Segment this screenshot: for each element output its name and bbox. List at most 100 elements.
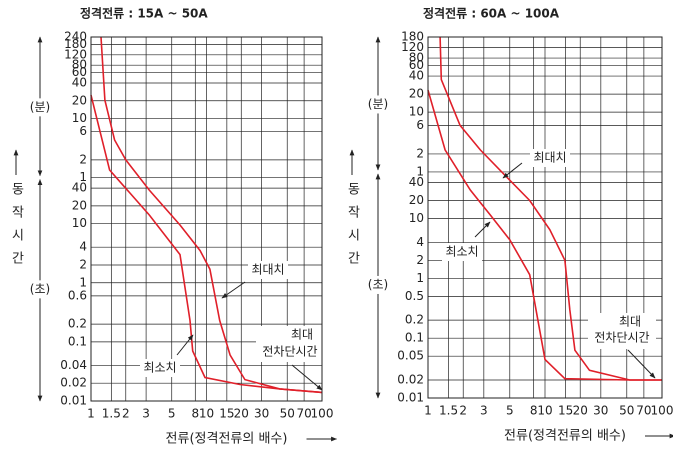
x-tick-label: 1	[87, 407, 95, 421]
y-tick-label: 40	[72, 181, 87, 195]
y-tick-label: 1	[79, 275, 87, 289]
y-tick-label: 0.05	[397, 349, 424, 363]
x-tick-label: 2	[122, 407, 130, 421]
y-unit-label: (분)	[368, 97, 388, 111]
bracket-gap	[366, 95, 390, 114]
y-tick-label: 0.1	[405, 331, 424, 345]
series-label: 최소치	[143, 361, 176, 375]
x-tick-label: 1	[424, 404, 432, 418]
x-tick-label: 1.5	[439, 404, 458, 418]
x-tick-label: 15	[558, 404, 573, 418]
x-tick-label: 5	[506, 404, 514, 418]
y-tick-label: 0.01	[397, 391, 424, 405]
label-bg	[256, 326, 324, 362]
y-tick-label: 60	[72, 65, 87, 79]
y-tick-label: 120	[401, 40, 424, 54]
y-tick-label: 0.02	[397, 372, 424, 386]
y-tick-label: 2	[79, 152, 87, 166]
annotation: 전차단시간	[594, 331, 649, 345]
y-tick-label: 1	[416, 271, 424, 285]
y-tick-label: 4	[79, 240, 87, 254]
series-label: 최대치	[533, 151, 566, 165]
y-tick-label: 10	[72, 111, 87, 125]
y-unit-label: (초)	[30, 282, 50, 296]
x-tick-label: 70	[636, 404, 651, 418]
y-tick-label: 120	[64, 47, 87, 61]
series-label: 최소치	[445, 245, 478, 259]
y-axis-label: 동작시간	[9, 182, 24, 274]
series-label: 최대치	[251, 263, 284, 277]
y-tick-label: 80	[409, 51, 424, 65]
x-tick-label: 3	[480, 404, 488, 418]
annotation-arrow	[291, 364, 323, 391]
label-arrow	[176, 334, 194, 356]
label-arrow	[221, 281, 246, 299]
y-unit-label: (분)	[30, 100, 50, 114]
curve	[100, 36, 323, 394]
x-tick-label: 10	[537, 404, 552, 418]
chart-title: 정격전류 : 15A ~ 50A	[80, 6, 208, 21]
annotation-arrow	[627, 349, 656, 379]
x-tick-label: 50	[280, 407, 295, 421]
y-tick-label: 180	[401, 30, 424, 44]
y-tick-label: 40	[72, 75, 87, 89]
y-tick-label: 0.2	[405, 313, 424, 327]
y-tick-label: 0.5	[405, 289, 424, 303]
annotation: 전차단시간	[262, 345, 317, 359]
y-tick-label: 1	[416, 164, 424, 178]
x-tick-label: 8	[191, 407, 199, 421]
y-tick-label: 20	[72, 93, 87, 107]
y-tick-label: 2	[416, 146, 424, 160]
bracket-gap	[28, 98, 52, 117]
y-tick-label: 6	[79, 124, 87, 138]
y-axis-label: 동작시간	[345, 182, 360, 274]
x-tick-label: 20	[573, 404, 588, 418]
y-tick-label: 1	[79, 170, 87, 184]
y-tick-label: 0.02	[60, 376, 87, 390]
x-tick-label: 5	[168, 407, 176, 421]
y-tick-label: 10	[409, 211, 424, 225]
plot-frame	[90, 36, 323, 402]
label-bg	[140, 359, 180, 377]
bracket-gap	[366, 275, 390, 294]
y-tick-label: 0.04	[60, 358, 87, 372]
x-tick-label: 30	[593, 404, 608, 418]
chart-title: 정격전류 : 60A ~ 100A	[423, 6, 560, 21]
x-tick-label: 20	[234, 407, 249, 421]
label-arrow	[474, 221, 491, 238]
label-arrow	[502, 162, 523, 179]
plot-frame	[427, 36, 663, 399]
annotation: 최대	[291, 328, 313, 342]
y-tick-label: 20	[409, 193, 424, 207]
x-tick-label: 1.5	[102, 407, 121, 421]
y-tick-label: 40	[409, 69, 424, 83]
annotation: 최대	[619, 315, 641, 329]
y-unit-label: (초)	[368, 277, 388, 291]
y-tick-label: 6	[416, 118, 424, 132]
x-tick-label: 70	[296, 407, 311, 421]
x-axis-label: 전류(정격전류의 배수)	[166, 432, 288, 447]
x-tick-label: 30	[254, 407, 269, 421]
label-bg	[248, 261, 288, 279]
y-tick-label: 60	[409, 58, 424, 72]
label-bg	[588, 313, 656, 349]
y-tick-label: 20	[409, 87, 424, 101]
x-tick-label: 100	[651, 404, 673, 418]
x-tick-label: 8	[530, 404, 538, 418]
y-tick-label: 0.2	[68, 317, 87, 331]
y-tick-label: 2	[416, 253, 424, 267]
y-tick-label: 0.01	[60, 394, 87, 408]
x-tick-label: 15	[219, 407, 234, 421]
label-bg	[442, 243, 482, 261]
x-tick-label: 3	[142, 407, 150, 421]
curve	[439, 36, 662, 381]
y-tick-label: 180	[64, 37, 87, 51]
curve	[427, 89, 662, 381]
y-tick-label: 2	[79, 257, 87, 271]
y-tick-label: 0.6	[68, 288, 87, 302]
y-tick-label: 0.1	[68, 334, 87, 348]
x-axis-label: 전류(정격전류의 배수)	[504, 429, 626, 444]
y-tick-label: 4	[416, 235, 424, 249]
y-tick-label: 10	[409, 105, 424, 119]
